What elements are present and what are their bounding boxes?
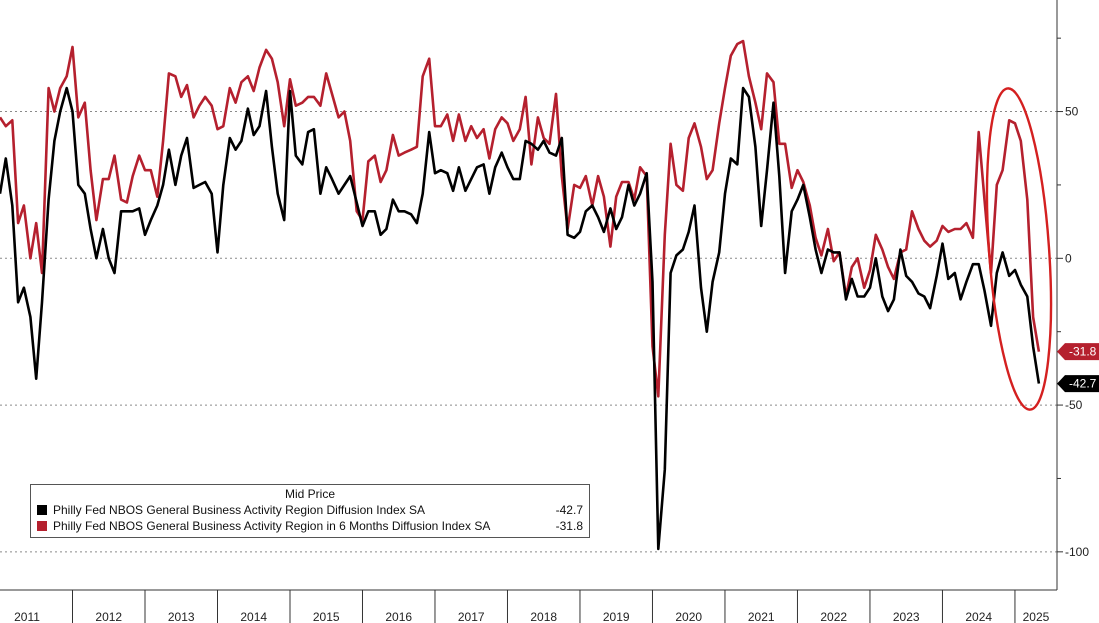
legend: Mid Price Philly Fed NBOS General Busine… [30, 484, 590, 538]
legend-swatch [37, 521, 47, 531]
x-tick-label: 2016 [385, 610, 412, 623]
last-value-tag-current-activity: -42.7 [1057, 375, 1099, 393]
x-tick-label: 2014 [240, 610, 267, 623]
legend-value: -42.7 [555, 503, 583, 517]
series-line-6-month-outlook [0, 39, 1041, 398]
last-value-tag-shape [1057, 375, 1099, 393]
x-tick-label: 2020 [675, 610, 702, 623]
y-tick-label: 50 [1065, 105, 1079, 119]
legend-label: Philly Fed NBOS General Business Activit… [53, 519, 491, 533]
x-tick-label: 2017 [458, 610, 485, 623]
x-tick-label: 2022 [820, 610, 847, 623]
x-tick-label: 2013 [168, 610, 195, 623]
legend-title: Mid Price [284, 487, 335, 501]
last-value-label-current-activity: -42.7 [1069, 377, 1097, 391]
y-tick-label: 0 [1065, 251, 1072, 265]
last-value-label-6-month-outlook: -31.8 [1069, 345, 1097, 359]
last-value-tag-6-month-outlook: -31.8 [1057, 343, 1099, 361]
y-tick-label: -50 [1065, 398, 1083, 412]
y-tick-label: -100 [1065, 545, 1089, 559]
x-tick-label: 2018 [530, 610, 557, 623]
highlight-ellipse [985, 87, 1053, 411]
legend-item-current-activity: Philly Fed NBOS General Business Activit… [37, 502, 583, 518]
x-tick-label: 2025 [1023, 610, 1050, 623]
legend-swatch [37, 505, 47, 515]
legend-value: -31.8 [555, 519, 583, 533]
grid-lines [0, 111, 1057, 553]
y-axis: 50 0 -50 -100 [1056, 0, 1089, 590]
x-tick-label: 2023 [893, 610, 920, 623]
legend-item-6-month-outlook: Philly Fed NBOS General Business Activit… [37, 518, 583, 534]
x-axis: 2011 2012 2013 2014 2015 2016 2017 2018 2019 2020… [0, 589, 1057, 623]
x-tick-label: 2015 [313, 610, 340, 623]
x-tick-label: 2012 [95, 610, 122, 623]
x-tick-label: 2019 [603, 610, 630, 623]
x-tick-label: 2021 [748, 610, 775, 623]
last-value-tag-shape [1057, 343, 1099, 361]
x-tick-label: 2011 [14, 610, 40, 623]
legend-label: Philly Fed NBOS General Business Activit… [53, 503, 425, 517]
x-tick-label: 2024 [965, 610, 992, 623]
series-line-current-activity [0, 86, 1041, 551]
